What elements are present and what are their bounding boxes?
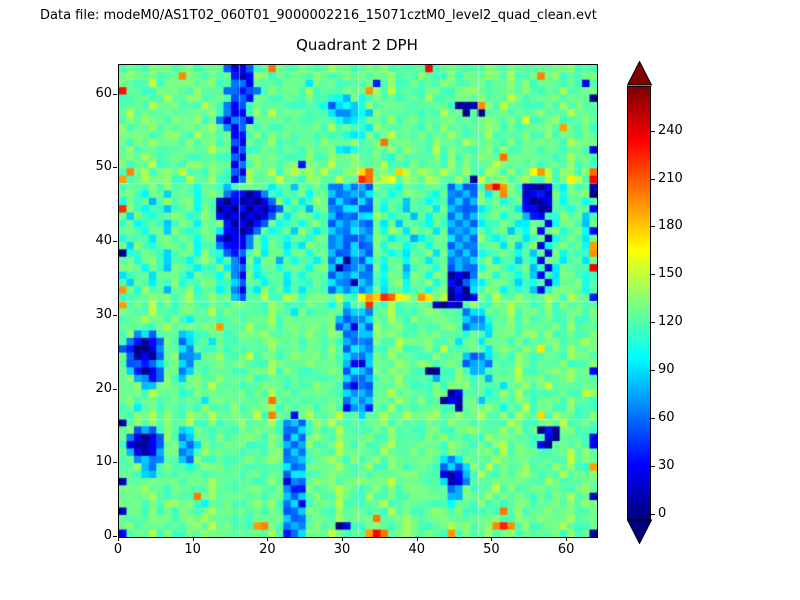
plot-title: Quadrant 2 DPH <box>296 36 418 54</box>
y-axis-tick-mark <box>113 462 117 464</box>
x-axis-tick-mark <box>342 537 344 541</box>
x-axis-tick-label: 10 <box>184 542 201 557</box>
colorbar-tick-mark <box>651 513 655 515</box>
colorbar-tick-mark <box>651 130 655 132</box>
colorbar-tick-label: 150 <box>658 266 683 282</box>
colorbar-tick-mark <box>651 370 655 371</box>
y-axis-tick-label: 20 <box>95 380 112 396</box>
y-axis-tick-mark <box>113 93 117 95</box>
x-axis-tick-label: 50 <box>483 542 500 557</box>
colorbar-tick-label: 120 <box>658 314 683 330</box>
x-axis-tick-label: 60 <box>557 542 575 557</box>
data-file-label: Data file: modeM0/AS1T02_060T01_90000022… <box>40 8 597 23</box>
x-axis-tick-mark <box>118 537 119 541</box>
colorbar-tick-mark <box>651 465 655 467</box>
x-axis-tick-mark <box>416 537 418 541</box>
colorbar-tick-label: 90 <box>658 362 675 377</box>
x-axis-tick-mark <box>566 537 568 541</box>
y-axis-tick-mark <box>113 167 117 169</box>
y-axis-tick-mark <box>113 241 117 242</box>
x-axis-tick-label: 0 <box>113 542 123 557</box>
y-axis-tick-mark <box>113 536 117 537</box>
colorbar-tick-label: 180 <box>658 218 683 234</box>
colorbar-tick-label: 0 <box>658 505 667 521</box>
colorbar-gradient <box>627 86 651 520</box>
x-axis-tick-mark <box>192 537 194 541</box>
plot-area <box>118 64 598 538</box>
colorbar-under-arrow-icon <box>627 519 653 544</box>
y-axis-tick-label: 40 <box>95 233 112 248</box>
x-axis-tick-label: 20 <box>259 542 276 557</box>
colorbar-tick-label: 240 <box>658 122 683 138</box>
y-axis-tick-label: 10 <box>95 454 112 470</box>
y-axis-tick-label: 60 <box>95 85 112 101</box>
x-axis-tick-mark <box>267 537 269 541</box>
colorbar-tick-mark <box>651 178 655 180</box>
colorbar-tick-mark <box>651 417 655 419</box>
y-axis-tick-label: 30 <box>95 306 112 322</box>
colorbar-tick-label: 60 <box>658 409 675 425</box>
y-axis-tick-label: 0 <box>103 528 112 543</box>
y-axis-tick-mark <box>113 314 117 316</box>
colorbar-over-arrow-icon <box>627 61 653 86</box>
y-axis-tick-label: 50 <box>95 159 112 175</box>
colorbar-tick-mark <box>651 322 655 324</box>
colorbar-tick-label: 210 <box>658 170 683 186</box>
heatmap-canvas <box>119 65 597 537</box>
colorbar-tick-label: 30 <box>658 457 675 473</box>
x-axis-tick-mark <box>491 537 493 541</box>
colorbar-tick-mark <box>651 274 655 276</box>
y-axis-tick-mark <box>113 388 117 390</box>
colorbar-tick-mark <box>651 226 655 228</box>
x-axis-tick-label: 30 <box>333 542 351 557</box>
x-axis-tick-label: 40 <box>408 542 426 557</box>
